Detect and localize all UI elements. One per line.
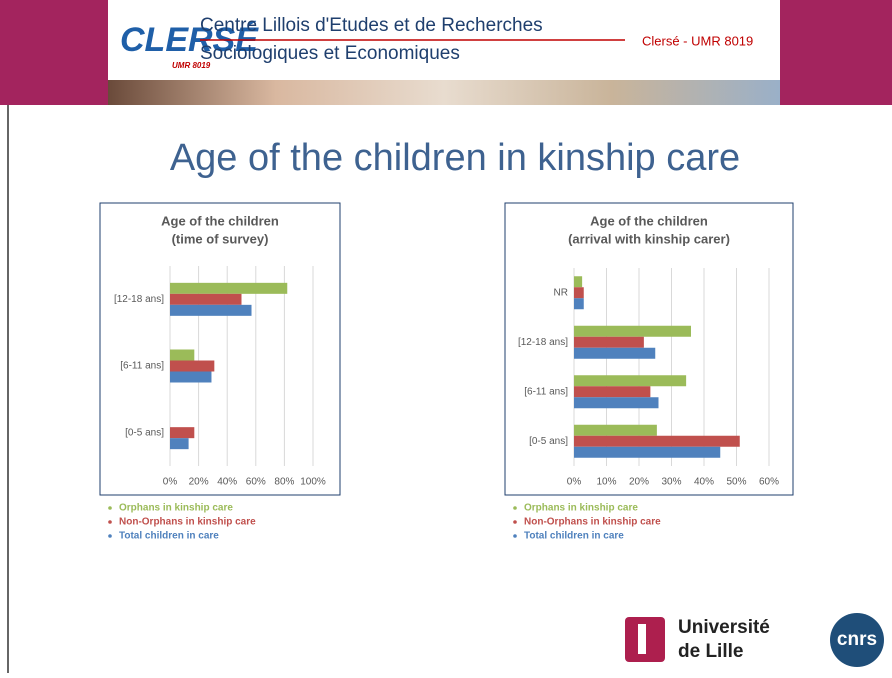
x-tick-label: 50% <box>726 477 746 488</box>
slide: CLERSÉ UMR 8019 Centre Lillois d'Etudes … <box>0 0 892 673</box>
bar <box>574 447 720 458</box>
y-tick-label: [0-5 ans] <box>529 436 568 447</box>
bar <box>574 287 584 298</box>
bar <box>170 438 189 449</box>
bar <box>170 350 194 361</box>
legend-label: Non-Orphans in kinship care <box>524 517 661 528</box>
univ-name: de Lille <box>678 641 743 662</box>
x-tick-label: 40% <box>694 477 714 488</box>
bar <box>170 294 242 305</box>
x-tick-label: 0% <box>567 477 582 488</box>
y-tick-label: [6-11 ans] <box>524 386 568 397</box>
x-tick-label: 30% <box>661 477 681 488</box>
x-tick-label: 100% <box>300 477 326 488</box>
chart-title: (time of survey) <box>172 231 269 246</box>
legend-bullet <box>513 534 517 538</box>
bar <box>574 348 655 359</box>
legend-bullet <box>513 520 517 524</box>
bar <box>574 326 691 337</box>
legend-label: Orphans in kinship care <box>524 503 638 514</box>
legend-bullet <box>108 520 112 524</box>
bar <box>574 375 686 386</box>
y-tick-label: [12-18 ans] <box>518 337 568 348</box>
x-tick-label: 40% <box>217 477 237 488</box>
bar <box>574 386 650 397</box>
bar <box>574 425 657 436</box>
x-tick-label: 0% <box>163 477 178 488</box>
bar <box>574 298 584 309</box>
header-line: Centre Lillois d'Etudes et de Recherches <box>200 15 543 36</box>
bar <box>574 276 582 287</box>
bar <box>170 361 214 372</box>
legend-bullet <box>513 506 517 510</box>
univ-logo-mark <box>638 624 646 654</box>
legend-label: Total children in care <box>524 531 624 542</box>
x-tick-label: 80% <box>274 477 294 488</box>
bar <box>574 397 659 408</box>
chart-frame <box>100 203 340 495</box>
photo-strip <box>108 80 780 105</box>
legend-label: Total children in care <box>119 531 219 542</box>
bar <box>170 283 287 294</box>
chart-title: (arrival with kinship carer) <box>568 231 730 246</box>
x-tick-label: 20% <box>629 477 649 488</box>
bar <box>170 305 252 316</box>
bar <box>574 337 644 348</box>
x-tick-label: 60% <box>759 477 779 488</box>
legend-bullet <box>108 534 112 538</box>
bar <box>574 436 740 447</box>
univ-name: Université <box>678 617 770 638</box>
bar <box>170 372 211 383</box>
y-tick-label: NR <box>554 287 568 298</box>
x-tick-label: 10% <box>596 477 616 488</box>
legend-label: Non-Orphans in kinship care <box>119 517 256 528</box>
x-tick-label: 20% <box>189 477 209 488</box>
header-badge: Clersé - UMR 8019 <box>642 33 753 48</box>
y-tick-label: [12-18 ans] <box>114 294 164 305</box>
cnrs-text: cnrs <box>837 629 877 650</box>
x-tick-label: 60% <box>246 477 266 488</box>
bar <box>170 427 194 438</box>
legend-bullet <box>108 506 112 510</box>
legend-label: Orphans in kinship care <box>119 503 233 514</box>
chart-title: Age of the children <box>161 213 279 228</box>
slide-title: Age of the children in kinship care <box>170 137 740 179</box>
y-tick-label: [0-5 ans] <box>125 427 164 438</box>
header-line: Sociologiques et Economiques <box>200 43 460 64</box>
chart-title: Age of the children <box>590 213 708 228</box>
y-tick-label: [6-11 ans] <box>120 361 164 372</box>
